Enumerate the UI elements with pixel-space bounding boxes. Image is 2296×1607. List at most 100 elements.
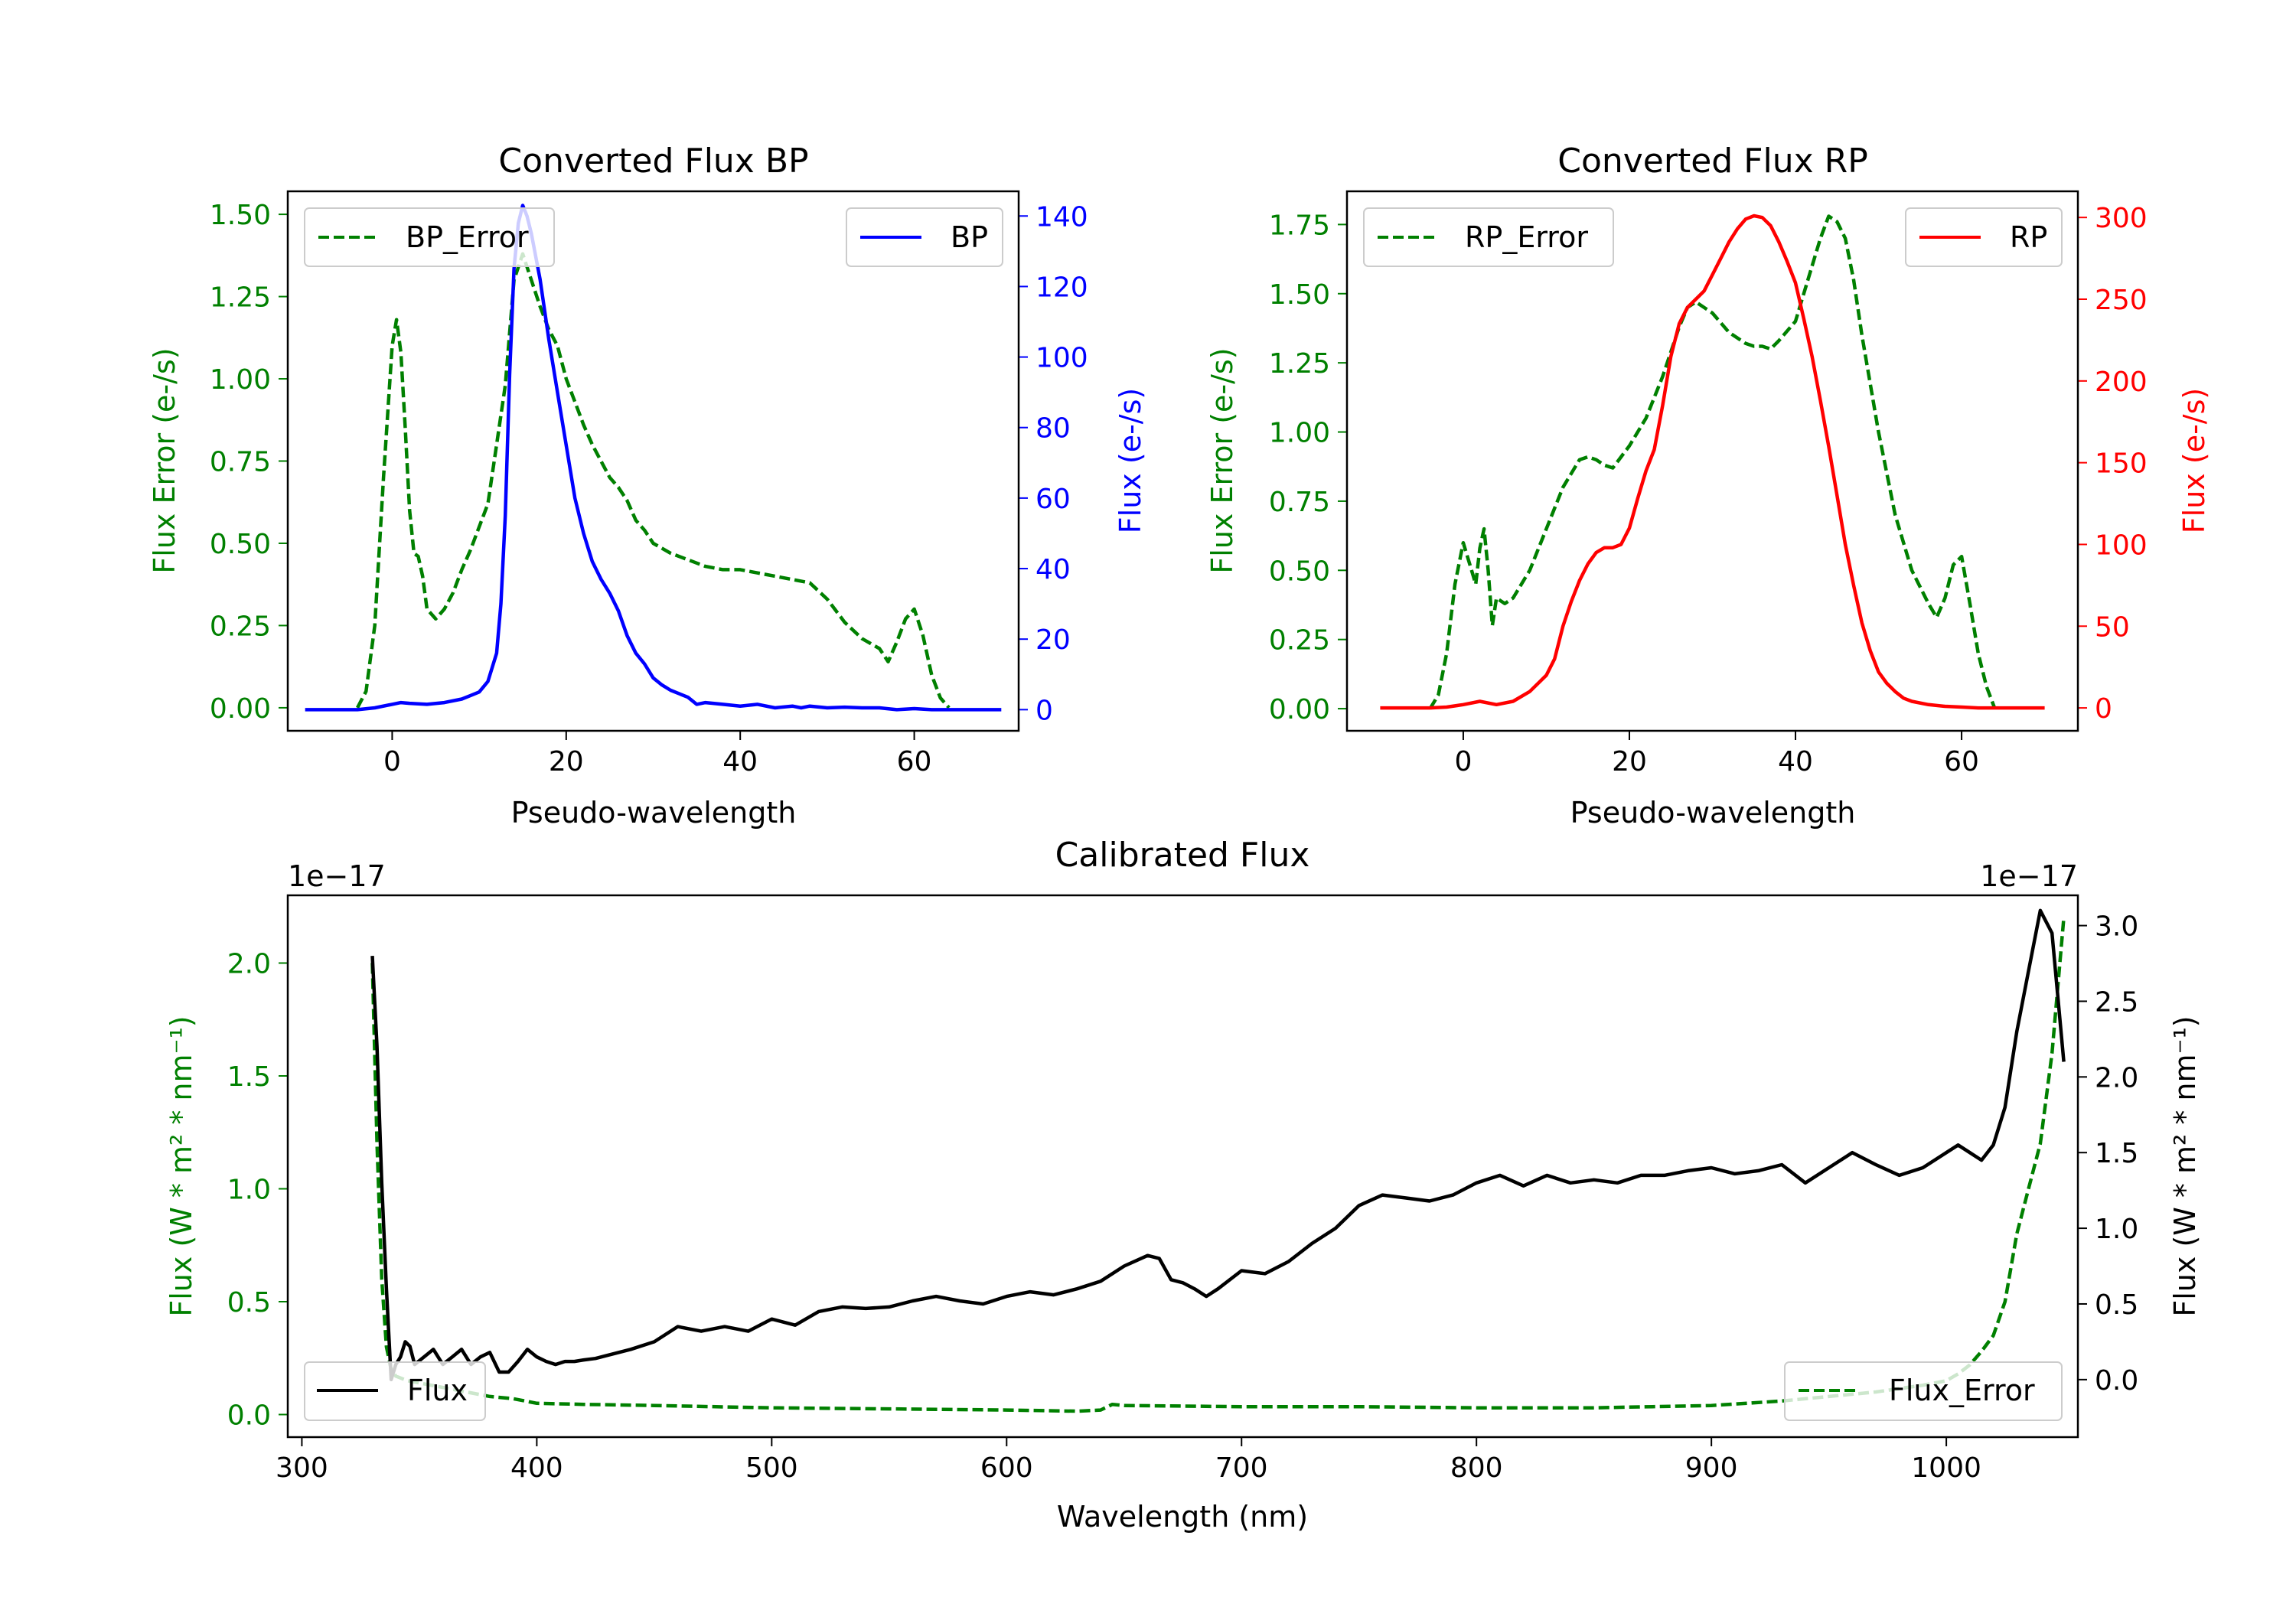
rp-ytick-right-label: 300	[2095, 203, 2148, 234]
rp-title: Converted Flux RP	[1557, 142, 1868, 181]
bp-legend-right: BP	[846, 207, 1003, 267]
bp-ytick-right-label: 40	[1035, 554, 1071, 585]
rp-ytick-right-label: 250	[2095, 285, 2148, 316]
rp-ticks-layer: 0 20 40 60 0.00 0.25 0.50 0.75 1.00 1.25 1.50 1.75 0…	[1269, 203, 2148, 777]
calibrated-offset-left: 1e−17	[288, 859, 386, 893]
rp-legend-right-label: RP	[2010, 220, 2047, 254]
bp-title: Converted Flux BP	[498, 142, 808, 181]
rp-xtick-label: 40	[1778, 746, 1813, 777]
bp-panel: Converted Flux BP 0 20 40 60 0.00 0.25 0.50 0.7…	[148, 142, 1147, 830]
rp-series-layer	[1380, 214, 2045, 710]
rp-ytick-left-label: 1.75	[1269, 210, 1330, 241]
calibrated-ytick-left-label: 2.0	[227, 949, 271, 980]
calibrated-legend-left: Flux	[304, 1361, 486, 1421]
rp-ylabel-left: Flux Error (e-/s)	[1205, 347, 1239, 573]
bp-ytick-right-label: 80	[1035, 413, 1071, 445]
calibrated-legend-left-box	[304, 1361, 486, 1421]
bp-legend-right-box	[846, 207, 1003, 267]
bp-ytick-left-label: 1.50	[210, 200, 271, 231]
bp-xtick-label: 0	[383, 746, 401, 777]
calibrated-legend-left-label: Flux	[407, 1374, 468, 1407]
bp-ytick-right-label: 60	[1035, 484, 1071, 515]
bp-ytick-right-label: 100	[1035, 343, 1088, 374]
calibrated-ytick-left-label: 0.5	[227, 1287, 271, 1319]
bp-ytick-left-label: 0.00	[210, 693, 271, 725]
bp-xtick-label: 40	[722, 746, 758, 777]
calibrated-axes-frame	[286, 894, 2079, 1439]
bp-legend-right-label: BP	[951, 220, 988, 254]
bp-ylabel-left: Flux Error (e-/s)	[148, 347, 181, 573]
rp-series-rp	[1380, 214, 2045, 710]
bp-ytick-right-label: 20	[1035, 624, 1071, 656]
bp-xtick-label: 60	[897, 746, 932, 777]
calibrated-series-flux	[370, 908, 2066, 1382]
calibrated-ytick-right-label: 1.0	[2095, 1214, 2138, 1245]
rp-ylabel-right: Flux (e-/s)	[2177, 388, 2211, 533]
calibrated-ytick-right-label: 2.0	[2095, 1062, 2138, 1094]
rp-legend-left: RP_Error	[1363, 207, 1614, 267]
rp-legend-left-box	[1363, 207, 1614, 267]
calibrated-xtick-label: 500	[745, 1452, 798, 1484]
calibrated-ytick-right-label: 0.5	[2095, 1289, 2138, 1321]
bp-ytick-right-label: 0	[1035, 695, 1053, 726]
calibrated-xtick-label: 900	[1685, 1452, 1738, 1484]
calibrated-title: Calibrated Flux	[1055, 836, 1310, 875]
calibrated-ytick-right-label: 3.0	[2095, 911, 2138, 943]
bp-ytick-left-label: 1.25	[210, 282, 271, 314]
rp-ytick-left-label: 0.25	[1269, 625, 1330, 657]
rp-ytick-left-label: 0.00	[1269, 694, 1330, 725]
bp-axes-frame	[286, 190, 1020, 732]
bp-series-bp-error	[356, 252, 951, 709]
rp-panel: Converted Flux RP 0 20 40 60 0.00 0.25 0.50 0.7…	[1205, 142, 2211, 830]
calibrated-legend-right-label: Flux_Error	[1889, 1374, 2035, 1407]
bp-xtick-label: 20	[549, 746, 584, 777]
bp-series-layer	[305, 204, 1002, 712]
calibrated-xtick-label: 400	[510, 1452, 563, 1484]
rp-axes-frame	[1345, 190, 2079, 732]
bp-ytick-left-label: 0.50	[210, 529, 271, 560]
rp-ytick-left-label: 0.75	[1269, 487, 1330, 518]
rp-series-rp-error	[1428, 214, 1997, 710]
rp-ytick-left-label: 0.50	[1269, 556, 1330, 587]
calibrated-offset-right: 1e−17	[1980, 859, 2078, 893]
bp-ytick-left-label: 0.25	[210, 611, 271, 642]
calibrated-xtick-label: 800	[1450, 1452, 1503, 1484]
calibrated-panel: Calibrated Flux 1e−17 1e−17 300 400 500 600…	[165, 836, 2202, 1534]
calibrated-xtick-label: 600	[980, 1452, 1033, 1484]
rp-xtick-label: 20	[1612, 746, 1647, 777]
calibrated-ticks-layer: 300 400 500 600 700 800 900 1000 0.0 0.5 1.0 1.5 2.0…	[227, 911, 2139, 1484]
calibrated-xtick-label: 700	[1215, 1452, 1268, 1484]
rp-xtick-label: 60	[1944, 746, 1979, 777]
calibrated-legend-right-box	[1784, 1361, 2063, 1421]
bp-legend-left-label: BP_Error	[406, 220, 529, 254]
rp-ytick-left-label: 1.00	[1269, 418, 1330, 449]
rp-ytick-right-label: 150	[2095, 448, 2148, 480]
calibrated-ytick-left-label: 1.0	[227, 1175, 271, 1206]
bp-ytick-right-label: 140	[1035, 201, 1088, 233]
rp-legend-right-box	[1905, 207, 2063, 267]
bp-ytick-left-label: 1.00	[210, 364, 271, 396]
calibrated-ytick-left-label: 1.5	[227, 1061, 271, 1093]
calibrated-ylabel-left: Flux (W * m² * nm⁻¹)	[165, 1015, 198, 1316]
bp-ytick-left-label: 0.75	[210, 447, 271, 478]
rp-legend-right: RP	[1905, 207, 2063, 267]
calibrated-ytick-left-label: 0.0	[227, 1400, 271, 1432]
bp-series-bp	[305, 204, 1002, 712]
rp-ytick-right-label: 0	[2095, 693, 2112, 725]
rp-legend-left-label: RP_Error	[1465, 220, 1588, 254]
calibrated-xtick-label: 1000	[1911, 1452, 1981, 1484]
calibrated-xtick-label: 300	[276, 1452, 328, 1484]
bp-ticks-layer: 0 20 40 60 0.00 0.25 0.50 0.75 1.00 1.25 1.50 0 20 40…	[210, 200, 1088, 777]
bp-xlabel: Pseudo-wavelength	[511, 796, 797, 830]
calibrated-legend-right: Flux_Error	[1784, 1361, 2063, 1421]
rp-ytick-right-label: 50	[2095, 611, 2130, 643]
rp-ytick-right-label: 200	[2095, 367, 2148, 398]
calibrated-ytick-right-label: 1.5	[2095, 1138, 2138, 1169]
calibrated-xlabel: Wavelength (nm)	[1057, 1500, 1308, 1534]
rp-xtick-label: 0	[1454, 746, 1472, 777]
bp-ytick-right-label: 120	[1035, 272, 1088, 303]
calibrated-ytick-right-label: 2.5	[2095, 986, 2138, 1018]
calibrated-ytick-right-label: 0.0	[2095, 1365, 2138, 1397]
